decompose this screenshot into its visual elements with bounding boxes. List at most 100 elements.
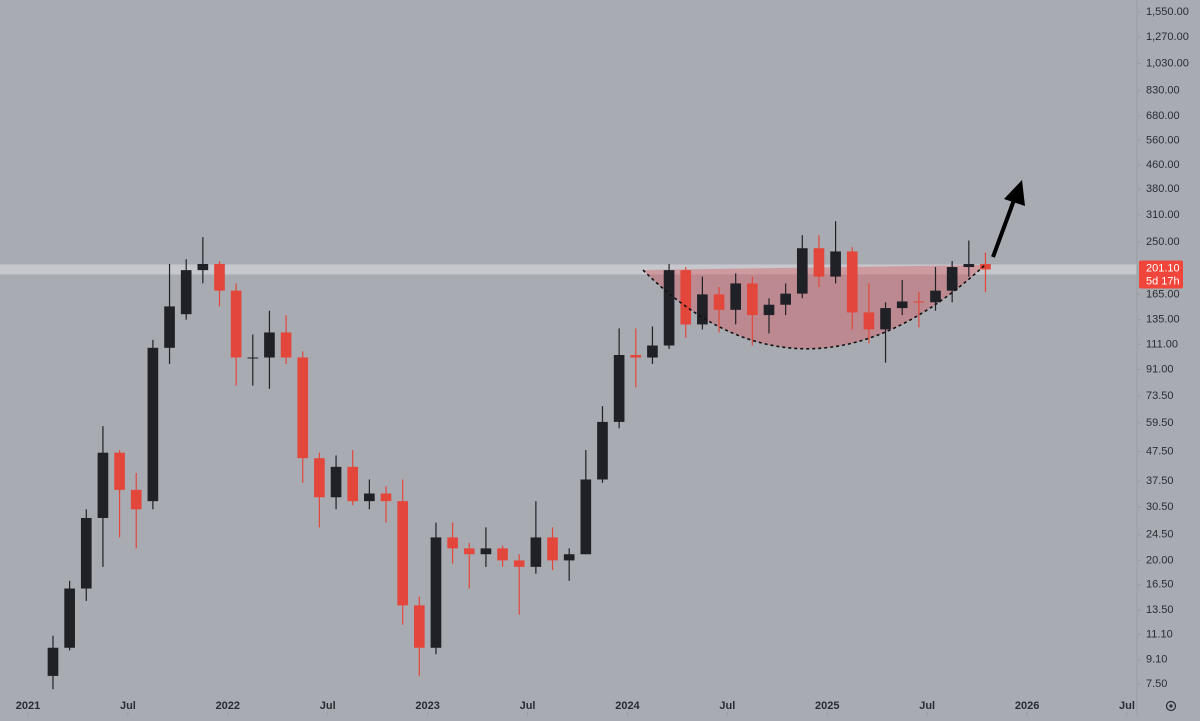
candle-body (713, 294, 725, 310)
y-tick-label: 1,270.00 (1146, 31, 1189, 43)
y-tick-label: 460.00 (1146, 159, 1180, 171)
y-tick-label: 111.00 (1146, 338, 1178, 350)
candle-body (413, 605, 425, 648)
y-tick-label: 250.00 (1146, 236, 1180, 248)
candle-body (297, 357, 309, 459)
candle-body (846, 251, 858, 313)
price-label: 201.10 (1146, 262, 1180, 274)
candle-body (164, 306, 175, 348)
y-tick-label: 37.50 (1146, 475, 1174, 487)
x-tick-label: 2025 (815, 700, 839, 712)
candle-body (896, 301, 908, 309)
y-tick-label: 11.10 (1146, 629, 1173, 641)
candle-body (463, 548, 475, 555)
candles (47, 221, 991, 690)
price-label-box (1139, 260, 1183, 289)
y-tick-label: 1,030.00 (1146, 57, 1189, 69)
candle-body (47, 647, 59, 676)
candle-body (680, 270, 692, 325)
candle-body (647, 345, 658, 358)
cup-outline (642, 264, 986, 350)
candle-body (580, 479, 592, 555)
x-tick-label: 2023 (415, 700, 439, 712)
countdown-label: 5d 17h (1146, 275, 1180, 287)
y-tick-label: 830.00 (1146, 85, 1180, 97)
candle-body (230, 290, 242, 358)
y-tick-label: 16.50 (1146, 579, 1174, 591)
candle-body (130, 489, 142, 510)
candle-body (347, 466, 359, 502)
x-tick-label: Jul (520, 700, 536, 712)
y-tick-label: 24.50 (1146, 529, 1174, 541)
y-tick-label: 9.10 (1146, 654, 1167, 666)
y-tick-label: 73.50 (1146, 390, 1174, 402)
candle-body (180, 270, 192, 315)
x-tick-label: 2021 (16, 700, 40, 712)
candle-body (630, 355, 642, 358)
candle-body (447, 537, 458, 549)
current-price-band (0, 264, 1137, 275)
axes: 7.50 9.10 11.10 13.50 16.50 20.00 24.50 30.50 37… (16, 0, 1189, 716)
candle-body (397, 501, 408, 606)
candle-body (330, 466, 342, 498)
cup-shading (643, 265, 985, 349)
y-tick-label: 310.00 (1146, 209, 1180, 221)
y-tick-label: 20.00 (1146, 554, 1174, 566)
y-tick-label: 165.00 (1146, 288, 1180, 300)
candle-body (663, 270, 675, 346)
candle-body (114, 452, 125, 490)
candle-body (830, 251, 841, 277)
candle-body (730, 283, 742, 310)
x-tick-label: 2024 (615, 700, 640, 712)
candle-body (264, 332, 275, 358)
candle-body (613, 355, 625, 422)
candle-body (380, 493, 392, 502)
y-tick-label: 91.00 (1146, 363, 1174, 375)
x-tick-label: Jul (919, 700, 935, 712)
arrow (991, 180, 1025, 258)
candle-body (946, 267, 958, 291)
candle-body (480, 548, 492, 555)
candle-body (513, 560, 525, 567)
candle-body (796, 248, 808, 294)
arrow-shaft (991, 199, 1016, 258)
y-tick-label: 7.50 (1146, 678, 1167, 690)
candle-body (863, 312, 875, 330)
settings-icon-dot (1169, 704, 1173, 708)
candle-body (930, 290, 941, 303)
candle-body (747, 283, 758, 316)
candle-body (364, 493, 375, 502)
candle-body (64, 588, 75, 648)
candle-body (763, 304, 775, 316)
x-tick-label: Jul (320, 700, 336, 712)
candle-body (80, 517, 92, 589)
candle-body (563, 554, 575, 561)
candle-body (547, 537, 558, 561)
y-tick-label: 13.50 (1146, 604, 1174, 616)
y-tick-label: 47.50 (1146, 445, 1174, 457)
y-tick-label: 59.50 (1146, 417, 1174, 429)
y-tick-label: 30.50 (1146, 501, 1174, 513)
candle-body (280, 332, 292, 358)
candle-body (247, 357, 259, 359)
x-tick-label: 2022 (216, 700, 240, 712)
y-tick-label: 560.00 (1146, 134, 1180, 146)
arrow-head (1004, 180, 1025, 206)
candle-body (530, 537, 542, 567)
candle-body (963, 263, 975, 268)
x-tick-label: Jul (719, 700, 735, 712)
price-band-layer (0, 264, 1137, 275)
candle-body (314, 458, 325, 498)
candle-body (813, 248, 825, 277)
candle-body (430, 537, 442, 648)
candle-body (214, 263, 225, 291)
settings-icon[interactable] (1165, 700, 1177, 712)
candle-body (197, 263, 209, 271)
y-tick-label: 1,550.00 (1146, 6, 1189, 18)
candle-body (597, 421, 608, 480)
x-tick-label: Jul (1119, 700, 1135, 712)
y-tick-label: 680.00 (1146, 110, 1180, 122)
candle-body (97, 452, 109, 518)
